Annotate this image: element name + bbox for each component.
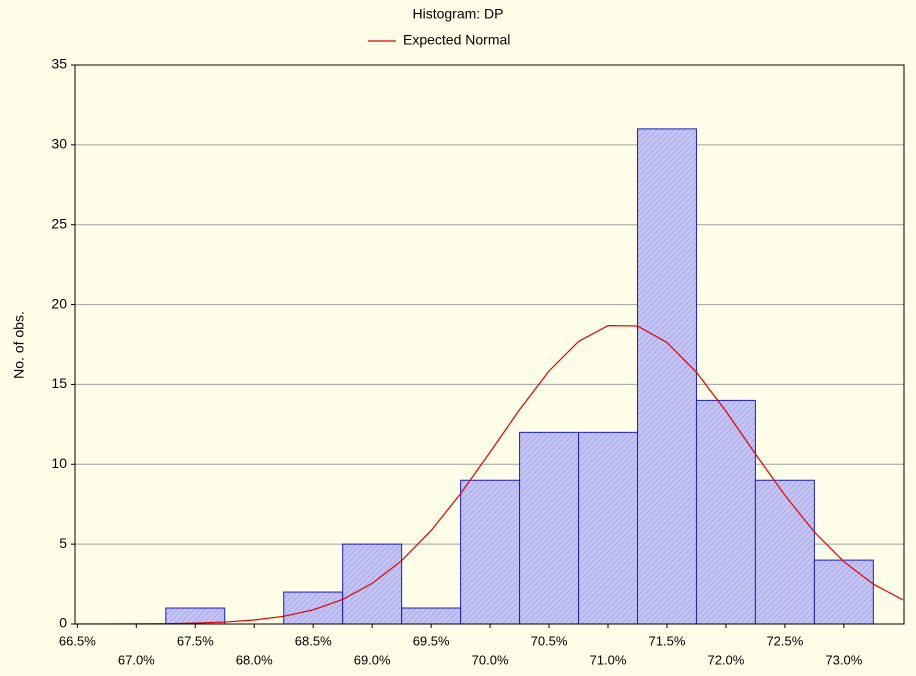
- y-tick-label: 35: [51, 56, 67, 72]
- x-tick-label: 69.5%: [413, 633, 450, 648]
- plot-frame: [74, 64, 905, 625]
- chart-title: Histogram: DP: [412, 6, 503, 22]
- x-tick-label: 69.0%: [354, 652, 391, 667]
- x-tick-label: 67.0%: [118, 652, 155, 667]
- bar: [401, 607, 462, 625]
- bar: [460, 479, 521, 625]
- bar: [519, 431, 580, 625]
- bar: [283, 591, 344, 625]
- overlay: [77, 325, 904, 624]
- y-tick-label: 30: [51, 136, 67, 152]
- x-tick-label: 68.0%: [236, 652, 273, 667]
- y-tick-label: 25: [51, 215, 67, 231]
- x-tick-label: 71.0%: [590, 652, 627, 667]
- y-axis-label: No. of obs.: [11, 311, 27, 379]
- y-tick-label: 5: [59, 535, 67, 551]
- normal-curve: [77, 325, 904, 624]
- x-tick-label: 67.5%: [177, 633, 214, 648]
- bar: [165, 607, 226, 625]
- y-tick-label: 0: [59, 615, 67, 631]
- bar: [636, 128, 697, 625]
- x-tick-label: 70.0%: [472, 652, 509, 667]
- x-tick-label: 71.5%: [649, 633, 686, 648]
- x-tick-label: 68.5%: [295, 633, 332, 648]
- x-tick-label: 72.0%: [707, 652, 744, 667]
- y-tick-label: 10: [51, 455, 67, 471]
- legend-label: Expected Normal: [403, 32, 510, 48]
- x-tick-label: 66.5%: [59, 633, 96, 648]
- x-tick-label: 73.0%: [825, 652, 862, 667]
- bar: [695, 399, 756, 625]
- bar: [813, 559, 874, 625]
- bar: [754, 479, 815, 625]
- x-tick-label: 72.5%: [766, 633, 803, 648]
- y-tick-label: 20: [51, 295, 67, 311]
- y-tick-label: 15: [51, 375, 67, 391]
- x-tick-label: 70.5%: [531, 633, 568, 648]
- bar: [578, 431, 638, 625]
